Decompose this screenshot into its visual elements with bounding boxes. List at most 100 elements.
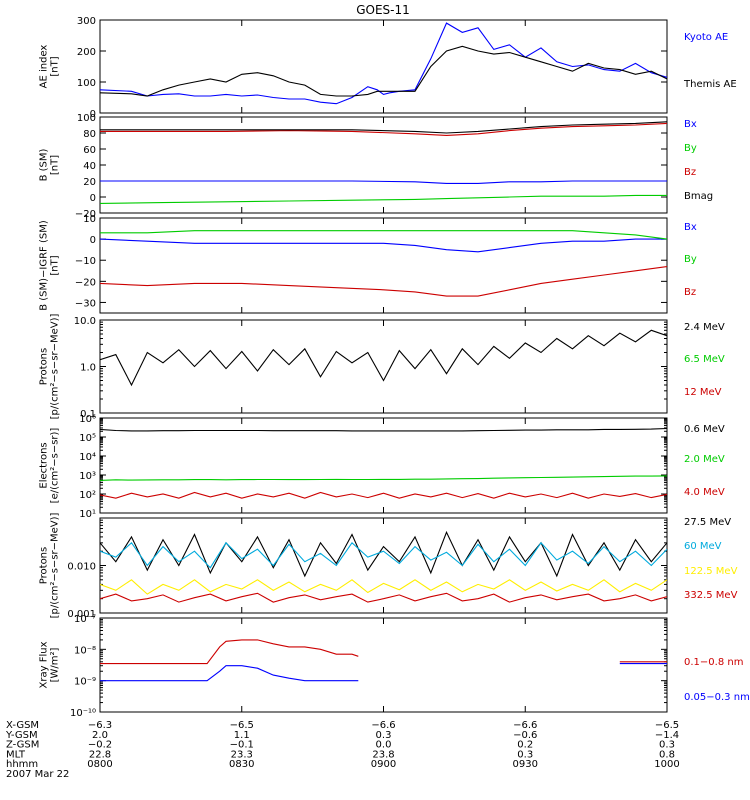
panel-frame [99,319,668,414]
legend-label: 2.0 MeV [684,454,725,465]
legend-label: Themis AE [683,79,737,90]
y-tick-label: −20 [75,209,96,220]
y-tick-label: 10⁻⁹ [74,677,96,688]
series-line-4.0-mev [100,491,667,499]
y-tick-label: 0 [90,109,96,120]
y-tick-label: 60 [83,145,96,156]
panel-xray: 10⁻¹⁰ 10⁻⁹ 10⁻⁸ 10⁻⁷ Xray Flux[W/m²] 0.1−0.8 … [39,614,750,719]
x-tick-value: 0830 [229,759,254,770]
series-line-0.05-0.3-nm [100,663,667,682]
series-line-bz [100,266,667,297]
x-tick-value: 0.2 [517,740,533,751]
y-tick-label: 0 [90,193,96,204]
y-tick-label: 0.1 [80,409,96,420]
y-tick-label: 1.0 [80,363,96,374]
x-tick-value: 23.8 [372,749,394,760]
x-tick-value: −6.3 [88,720,112,731]
x-tick-value: 23.3 [231,749,253,760]
legend-label: Bz [684,287,696,298]
legend-label: Bz [684,167,696,178]
y-tick-label: 0.010 [67,562,96,573]
y-tick-label: 10 [83,214,96,225]
legend-label: 60 MeV [684,541,722,552]
x-tick-value: −0.1 [230,740,254,751]
series-line-0.1-0.8-nm [100,639,667,665]
y-tick-label: 10⁻¹⁰ [70,708,96,719]
panel-protons_hi: 0.1 1.0 10.0 Protons[p/(cm²−s−sr−MeV)] 2.4 M… [39,313,725,420]
figure-title: GOES-11 [356,3,410,17]
series-line-332.5-mev [100,592,667,603]
y-axis-label: Electrons[e/(cm²−s−sr)] [39,428,61,504]
series-line-2.4-mev [100,329,667,387]
series-line-bz [100,122,667,136]
series-line-60-mev [100,541,667,569]
legend-label: Bx [684,119,697,130]
series-line-bx [100,180,667,184]
series-line-122.5-mev [100,579,667,595]
x-tick-value: −0.2 [88,740,112,751]
x-tick-value: −6.6 [371,720,395,731]
y-axis-label: Protons[p/(cm²−s−sr−MeV)] [39,313,61,419]
x-tick-value: 22.8 [89,749,111,760]
x-tick-value: 0.3 [517,749,533,760]
y-tick-label: 10⁴ [79,452,96,463]
legend-label: 0.05−0.3 nm [684,692,750,703]
x-tick-value: −1.4 [655,730,679,741]
legend-label: 122.5 MeV [684,566,738,577]
x-row-label: Y-GSM [5,730,38,741]
y-tick-label: −20 [75,277,96,288]
x-tick-value: 0800 [87,759,112,770]
x-tick-value: 0930 [513,759,538,770]
x-row-label: 2007 Mar 22 [6,769,69,780]
panel-ae: 0 100 200 300 AE index[nT] Kyoto AE Themis AE [39,16,737,120]
y-tick-label: 80 [83,129,96,140]
series-line-by [100,194,667,204]
y-axis-label: Protons[p/(cm²−s−sr−MeV)] [39,512,61,618]
series-line-bmag [100,121,667,134]
x-tick-value: −6.5 [230,720,254,731]
y-tick-label: 10³ [79,471,96,482]
series-line-bx [100,238,667,253]
y-axis-label: AE index[nT] [39,45,61,89]
series-line-0.6-mev [100,427,667,432]
x-tick-value: 0.8 [659,749,675,760]
y-tick-label: 10⁻⁷ [74,614,96,625]
y-tick-label: 10⁶ [79,414,96,425]
legend-label: 6.5 MeV [684,354,725,365]
legend-label: 27.5 MeV [684,517,731,528]
x-tick-value: 0900 [371,759,396,770]
legend-label: Bmag [684,191,713,202]
y-axis-label: B (SM)−IGRF (SM)[nT] [39,220,61,311]
series-line-2.0-mev [100,475,667,481]
legend-label: By [684,254,697,265]
legend-label: 4.0 MeV [684,487,725,498]
y-tick-label: 10.0 [74,316,96,327]
y-tick-label: 40 [83,161,96,172]
x-tick-value: 1.1 [234,730,250,741]
y-tick-label: −10 [75,256,96,267]
y-tick-label: 300 [77,16,96,27]
y-tick-label: 10⁵ [79,433,96,444]
x-tick-value: −0.6 [513,730,537,741]
legend-label: 12 MeV [684,387,722,398]
legend-label: Kyoto AE [684,32,728,43]
y-axis-label: Xray Flux[W/m²] [39,641,61,688]
series-line-kyoto-ae [100,22,667,105]
panel-bigrf: −30 −20 −10 0 10 B (SM)−IGRF (SM)[nT] Bx By Bz [39,214,697,314]
y-tick-label: 0.001 [67,609,96,620]
legend-label: By [684,143,697,154]
y-tick-label: 10⁻⁸ [74,645,96,656]
x-tick-value: 0.3 [659,740,675,751]
panel-bsm: −20 0 20 40 60 80 100 B (SM)[nT] Bx By Bz Bmag [39,113,714,220]
y-tick-label: 10¹ [79,509,96,520]
y-tick-label: 100 [77,78,96,89]
series-line-by [100,230,667,240]
legend-label: 332.5 MeV [684,590,738,601]
y-tick-label: 100 [77,113,96,124]
legend-label: 0.6 MeV [684,424,725,435]
series-line-27.5-mev [100,530,667,578]
panel-protons_lo: 0.001 0.010 Protons[p/(cm²−s−sr−MeV)] 27.5 … [39,512,738,620]
